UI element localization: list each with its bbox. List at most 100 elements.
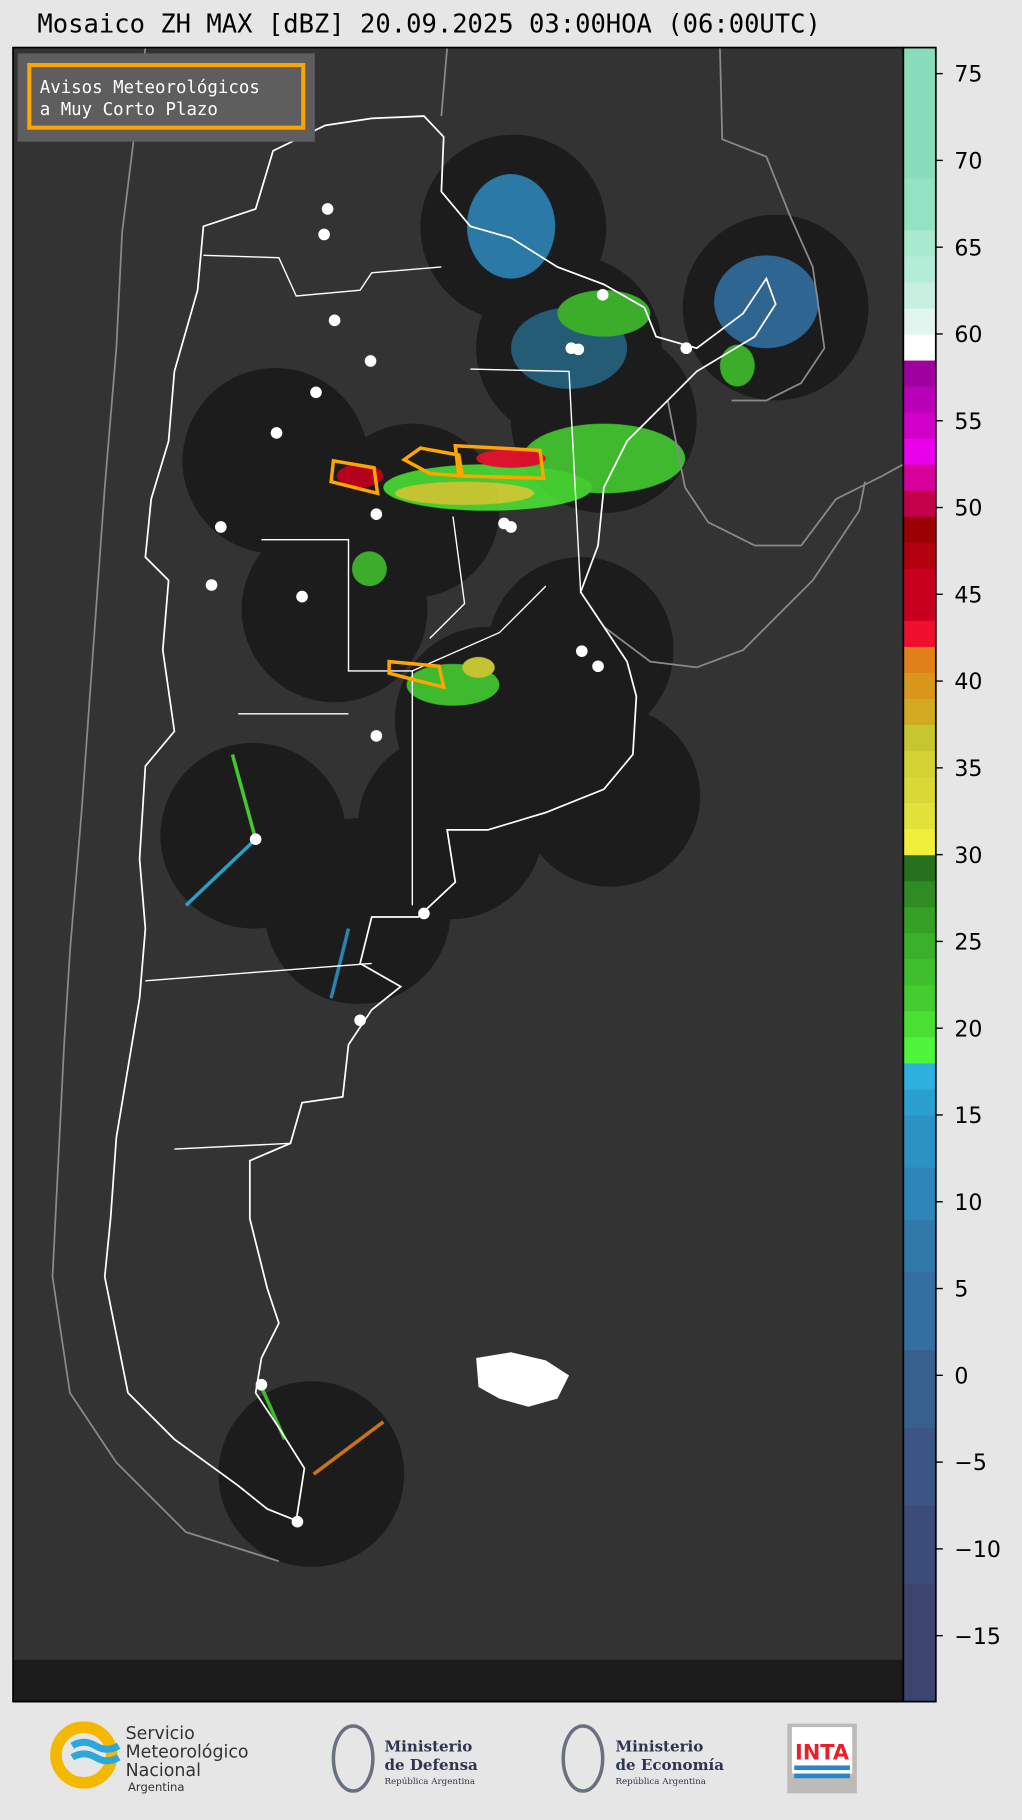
- colorbar-tick-label: 25: [954, 931, 982, 956]
- uruguay-coast: [603, 481, 866, 669]
- colorbar-bin: [903, 542, 936, 569]
- legend-line-2: a Muy Corto Plazo: [40, 100, 218, 120]
- colorbar-bin: [903, 47, 936, 179]
- colorbar-tick-label: 40: [954, 670, 982, 695]
- echo: [557, 290, 651, 337]
- colorbar-bin: [903, 1114, 936, 1168]
- colorbar-bin: [903, 1219, 936, 1272]
- colorbar-tick-label: 70: [954, 150, 982, 175]
- colorbar-bin: [903, 698, 936, 726]
- warning-polygon: [329, 458, 380, 496]
- colorbar-bin: [903, 255, 936, 283]
- colorbar-bin: [903, 177, 936, 231]
- colorbar-bin: [903, 1167, 936, 1220]
- radar-site-dot: [364, 355, 377, 367]
- chile-coast: [51, 47, 280, 1562]
- colorbar-bin: [903, 281, 936, 309]
- echo: [329, 928, 351, 999]
- colorbar-bin: [903, 1583, 936, 1703]
- economia-logo: Ministerio de Economía República Argenti…: [561, 1724, 724, 1793]
- radar-site-dot: [318, 228, 330, 241]
- colorbar-bin: [903, 359, 936, 387]
- radar-echoes: [184, 174, 819, 1476]
- colorbar-bin: [903, 802, 936, 830]
- smn-logo: Servicio Meteorológico Nacional Argentin…: [50, 1721, 249, 1794]
- radar-site-dot: [270, 427, 283, 439]
- colorbar-bin: [903, 828, 936, 856]
- inta-logo: INTA: [787, 1723, 857, 1794]
- colorbar-bin: [903, 906, 936, 934]
- colorbar-bin: [903, 1427, 936, 1507]
- border-line: [666, 400, 904, 547]
- radar-site-dot: [572, 343, 585, 356]
- legend-line-1: Avisos Meteorológicos: [40, 78, 260, 98]
- radar-site-dot: [215, 521, 227, 533]
- border-line: [719, 47, 826, 402]
- border-line: [440, 47, 449, 117]
- radar-site-dot: [370, 508, 383, 520]
- colorbar-bin: [903, 646, 936, 673]
- footer-logos: Servicio Meteorológico Nacional Argentin…: [50, 1721, 857, 1794]
- radar-disc: [519, 705, 701, 887]
- colorbar-bin: [903, 1062, 936, 1090]
- warning-polygon: [400, 446, 465, 478]
- radar-site-dot: [255, 1378, 268, 1391]
- colorbar-bin: [903, 854, 936, 882]
- colorbar-bin: [903, 1349, 936, 1428]
- province-border: [145, 962, 372, 982]
- map-panel: Avisos Meteorológicos a Muy Corto Plazo: [12, 46, 905, 1703]
- colorbar-tick-label: 30: [954, 844, 982, 869]
- warnings-legend-box: Avisos Meteorológicos a Muy Corto Plazo: [17, 53, 315, 142]
- radar-site-dot: [592, 660, 604, 673]
- radar-disc: [218, 1381, 405, 1567]
- colorbar-bin: [903, 412, 936, 439]
- legend-frame: [27, 62, 306, 130]
- warning-polygons: [329, 443, 546, 690]
- warning-polygon: [453, 443, 546, 481]
- colorbar-bin: [903, 750, 936, 778]
- argentina-outline: [103, 115, 777, 1522]
- radar-site-dot: [370, 730, 383, 742]
- falkland-islands: [476, 1352, 570, 1407]
- province-border: [470, 368, 582, 593]
- colorbar-tick-label: 0: [954, 1364, 968, 1389]
- radar-site-dot: [680, 342, 693, 355]
- colorbar-tick-label: −10: [954, 1538, 1001, 1563]
- colorbar-frame: [902, 46, 937, 1703]
- colorbar-tick-label: 55: [954, 410, 982, 435]
- radar-site-dot: [205, 579, 218, 591]
- colorbar-bin: [903, 984, 936, 1012]
- radar-sites: [205, 203, 693, 1528]
- inta-stripe: [794, 1773, 850, 1779]
- province-border: [412, 585, 547, 672]
- colorbar-bin: [903, 724, 936, 752]
- coat-of-arms-icon: [561, 1724, 605, 1793]
- colorbar-tick-label: 45: [954, 583, 982, 608]
- radar-site-dot: [310, 386, 322, 399]
- colorbar-bin: [903, 386, 936, 413]
- colorbar-tick-label: 60: [954, 323, 982, 348]
- colorbar-bin: [903, 672, 936, 700]
- inta-stripe: [794, 1765, 850, 1771]
- echo: [230, 754, 258, 840]
- colorbar-bin: [903, 958, 936, 986]
- echo: [394, 481, 535, 505]
- province-border: [203, 254, 442, 297]
- radar-site-dot: [291, 1515, 304, 1528]
- smn-text: Meteorológico: [126, 1742, 249, 1762]
- colorbar-tick-label: 35: [954, 757, 982, 782]
- colorbar-tick-label: 75: [954, 63, 982, 88]
- colorbar-tick-label: 10: [954, 1191, 982, 1216]
- map-bottom-band: [13, 1659, 904, 1702]
- colorbar-tick-label: 50: [954, 497, 982, 522]
- colorbar-bin: [903, 438, 936, 465]
- colorbar-bin: [903, 568, 936, 621]
- echo: [336, 464, 384, 488]
- radar-disc: [182, 367, 369, 554]
- neighbor-borders: [51, 47, 904, 1562]
- radar-site-dot: [249, 833, 262, 845]
- province-border: [174, 1142, 291, 1150]
- colorbar-bin: [903, 333, 936, 361]
